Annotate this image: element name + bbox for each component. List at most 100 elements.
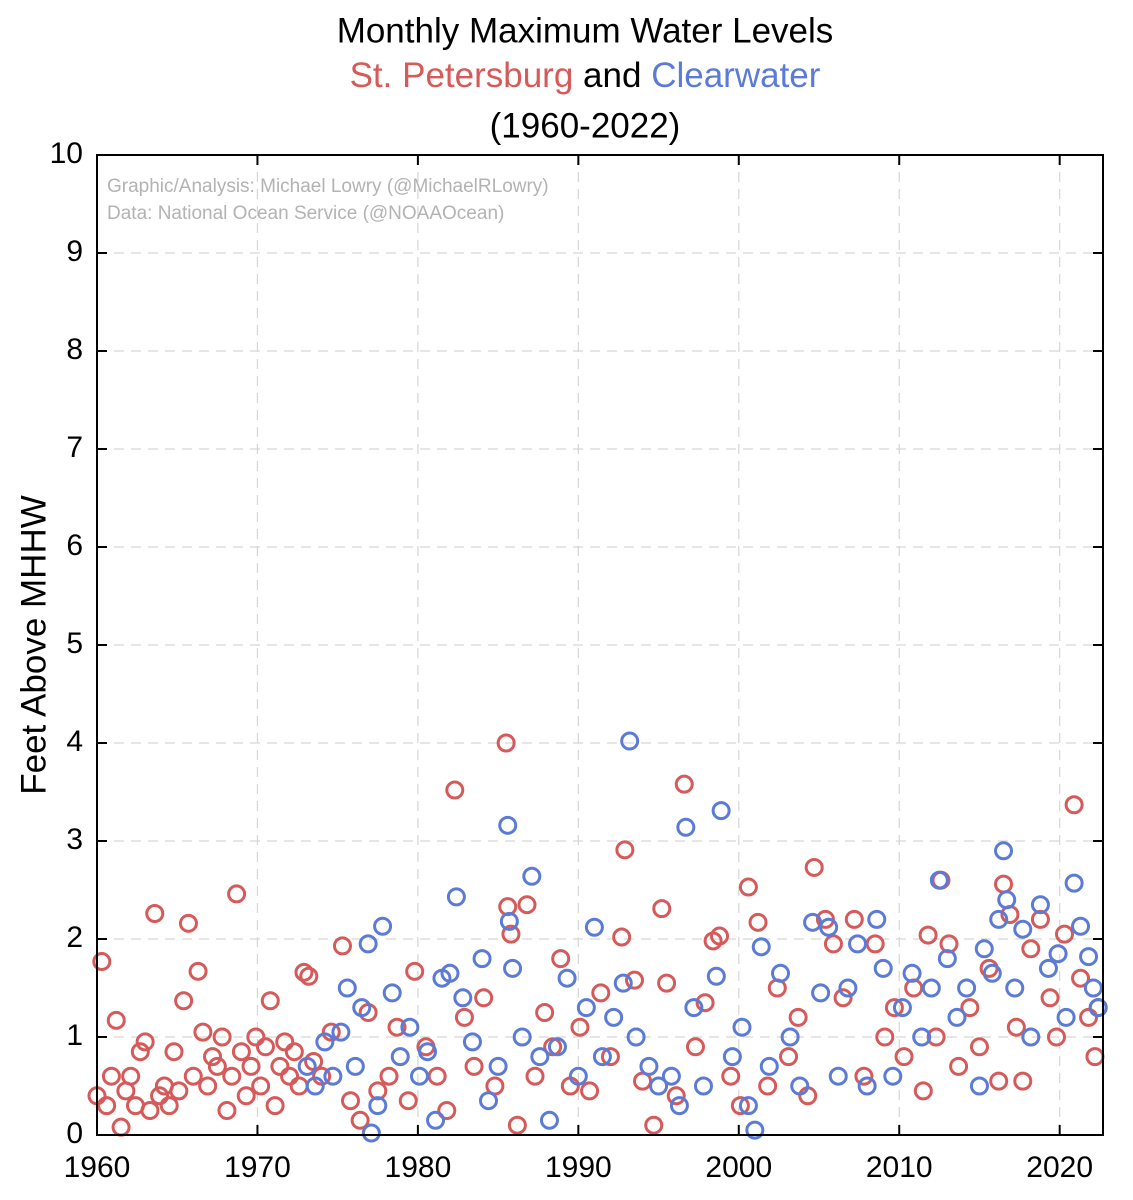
point bbox=[426, 1110, 446, 1130]
point bbox=[865, 934, 885, 954]
point bbox=[759, 1056, 779, 1076]
point bbox=[693, 1076, 713, 1096]
point bbox=[994, 841, 1014, 861]
point bbox=[418, 1042, 438, 1062]
point bbox=[427, 1066, 447, 1086]
x-tick-label: 1960 bbox=[64, 1151, 131, 1184]
point bbox=[299, 966, 319, 986]
point bbox=[496, 733, 516, 753]
point bbox=[297, 1056, 317, 1076]
point bbox=[1013, 1071, 1033, 1091]
x-tick-label: 1990 bbox=[545, 1151, 612, 1184]
point bbox=[1048, 944, 1068, 964]
point bbox=[788, 1007, 808, 1027]
point bbox=[1064, 795, 1084, 815]
point bbox=[140, 1101, 160, 1120]
point bbox=[390, 1047, 410, 1067]
y-tick-label: 9 bbox=[66, 235, 83, 268]
point bbox=[989, 1071, 1009, 1091]
point bbox=[592, 1047, 612, 1067]
point bbox=[503, 958, 523, 978]
point bbox=[387, 1017, 407, 1037]
point bbox=[145, 904, 165, 924]
point bbox=[902, 963, 922, 983]
point bbox=[1021, 939, 1041, 959]
point bbox=[684, 998, 704, 1018]
annotation: Graphic/Analysis: Michael Lowry (@Michae… bbox=[107, 176, 549, 197]
point bbox=[222, 1066, 242, 1086]
x-tick-label: 2020 bbox=[1026, 1151, 1093, 1184]
y-tick-label: 0 bbox=[66, 1117, 83, 1150]
chart-title: Monthly Maximum Water Levels bbox=[337, 11, 834, 50]
point bbox=[159, 1096, 179, 1116]
point bbox=[615, 840, 635, 860]
point bbox=[1030, 895, 1050, 915]
point bbox=[721, 1066, 741, 1086]
point bbox=[498, 815, 518, 835]
point bbox=[517, 895, 537, 915]
point bbox=[1005, 978, 1025, 998]
x-tick-label: 2000 bbox=[705, 1151, 772, 1184]
point bbox=[92, 952, 112, 972]
point bbox=[722, 1047, 742, 1067]
point bbox=[779, 1047, 799, 1067]
point bbox=[1083, 978, 1103, 998]
point bbox=[352, 998, 372, 1018]
point bbox=[854, 1066, 874, 1086]
point bbox=[323, 1066, 343, 1086]
point bbox=[921, 978, 941, 998]
point bbox=[848, 934, 868, 954]
point bbox=[1054, 924, 1074, 944]
point bbox=[894, 1047, 914, 1067]
point bbox=[551, 949, 571, 969]
y-tick-label: 5 bbox=[66, 627, 83, 660]
point bbox=[974, 939, 994, 959]
point bbox=[198, 1076, 218, 1096]
point bbox=[227, 884, 247, 904]
point bbox=[819, 917, 839, 937]
point bbox=[270, 1056, 290, 1076]
point bbox=[591, 983, 611, 1003]
point bbox=[246, 1027, 266, 1047]
point bbox=[926, 1027, 946, 1047]
point bbox=[937, 949, 957, 969]
point bbox=[1056, 1007, 1076, 1027]
point bbox=[121, 1066, 141, 1086]
point bbox=[398, 1091, 418, 1111]
x-tick-label: 1970 bbox=[224, 1151, 291, 1184]
point bbox=[361, 1123, 381, 1143]
point bbox=[982, 963, 1002, 983]
point bbox=[1071, 968, 1091, 988]
point bbox=[748, 912, 768, 932]
point bbox=[584, 917, 604, 937]
point bbox=[568, 1066, 588, 1086]
point bbox=[873, 958, 893, 978]
point bbox=[446, 887, 466, 907]
point bbox=[661, 1066, 681, 1086]
x-tick-label: 1980 bbox=[385, 1151, 452, 1184]
point bbox=[331, 1022, 351, 1042]
point bbox=[373, 916, 393, 936]
point bbox=[989, 909, 1009, 929]
point bbox=[676, 817, 696, 837]
point bbox=[101, 1066, 121, 1086]
point bbox=[445, 780, 465, 800]
point bbox=[949, 1056, 969, 1076]
point bbox=[960, 998, 980, 1018]
point bbox=[462, 1032, 482, 1052]
subtitle-joiner: and bbox=[583, 56, 641, 95]
point bbox=[368, 1096, 388, 1116]
point bbox=[337, 978, 357, 998]
point bbox=[501, 924, 521, 944]
point bbox=[570, 1017, 590, 1037]
point bbox=[1088, 998, 1108, 1018]
point bbox=[464, 1056, 484, 1076]
point bbox=[106, 1010, 126, 1030]
point bbox=[867, 909, 887, 929]
point bbox=[892, 998, 912, 1018]
point bbox=[305, 1076, 325, 1096]
point bbox=[711, 801, 731, 821]
point bbox=[488, 1056, 508, 1076]
point bbox=[130, 1042, 150, 1062]
